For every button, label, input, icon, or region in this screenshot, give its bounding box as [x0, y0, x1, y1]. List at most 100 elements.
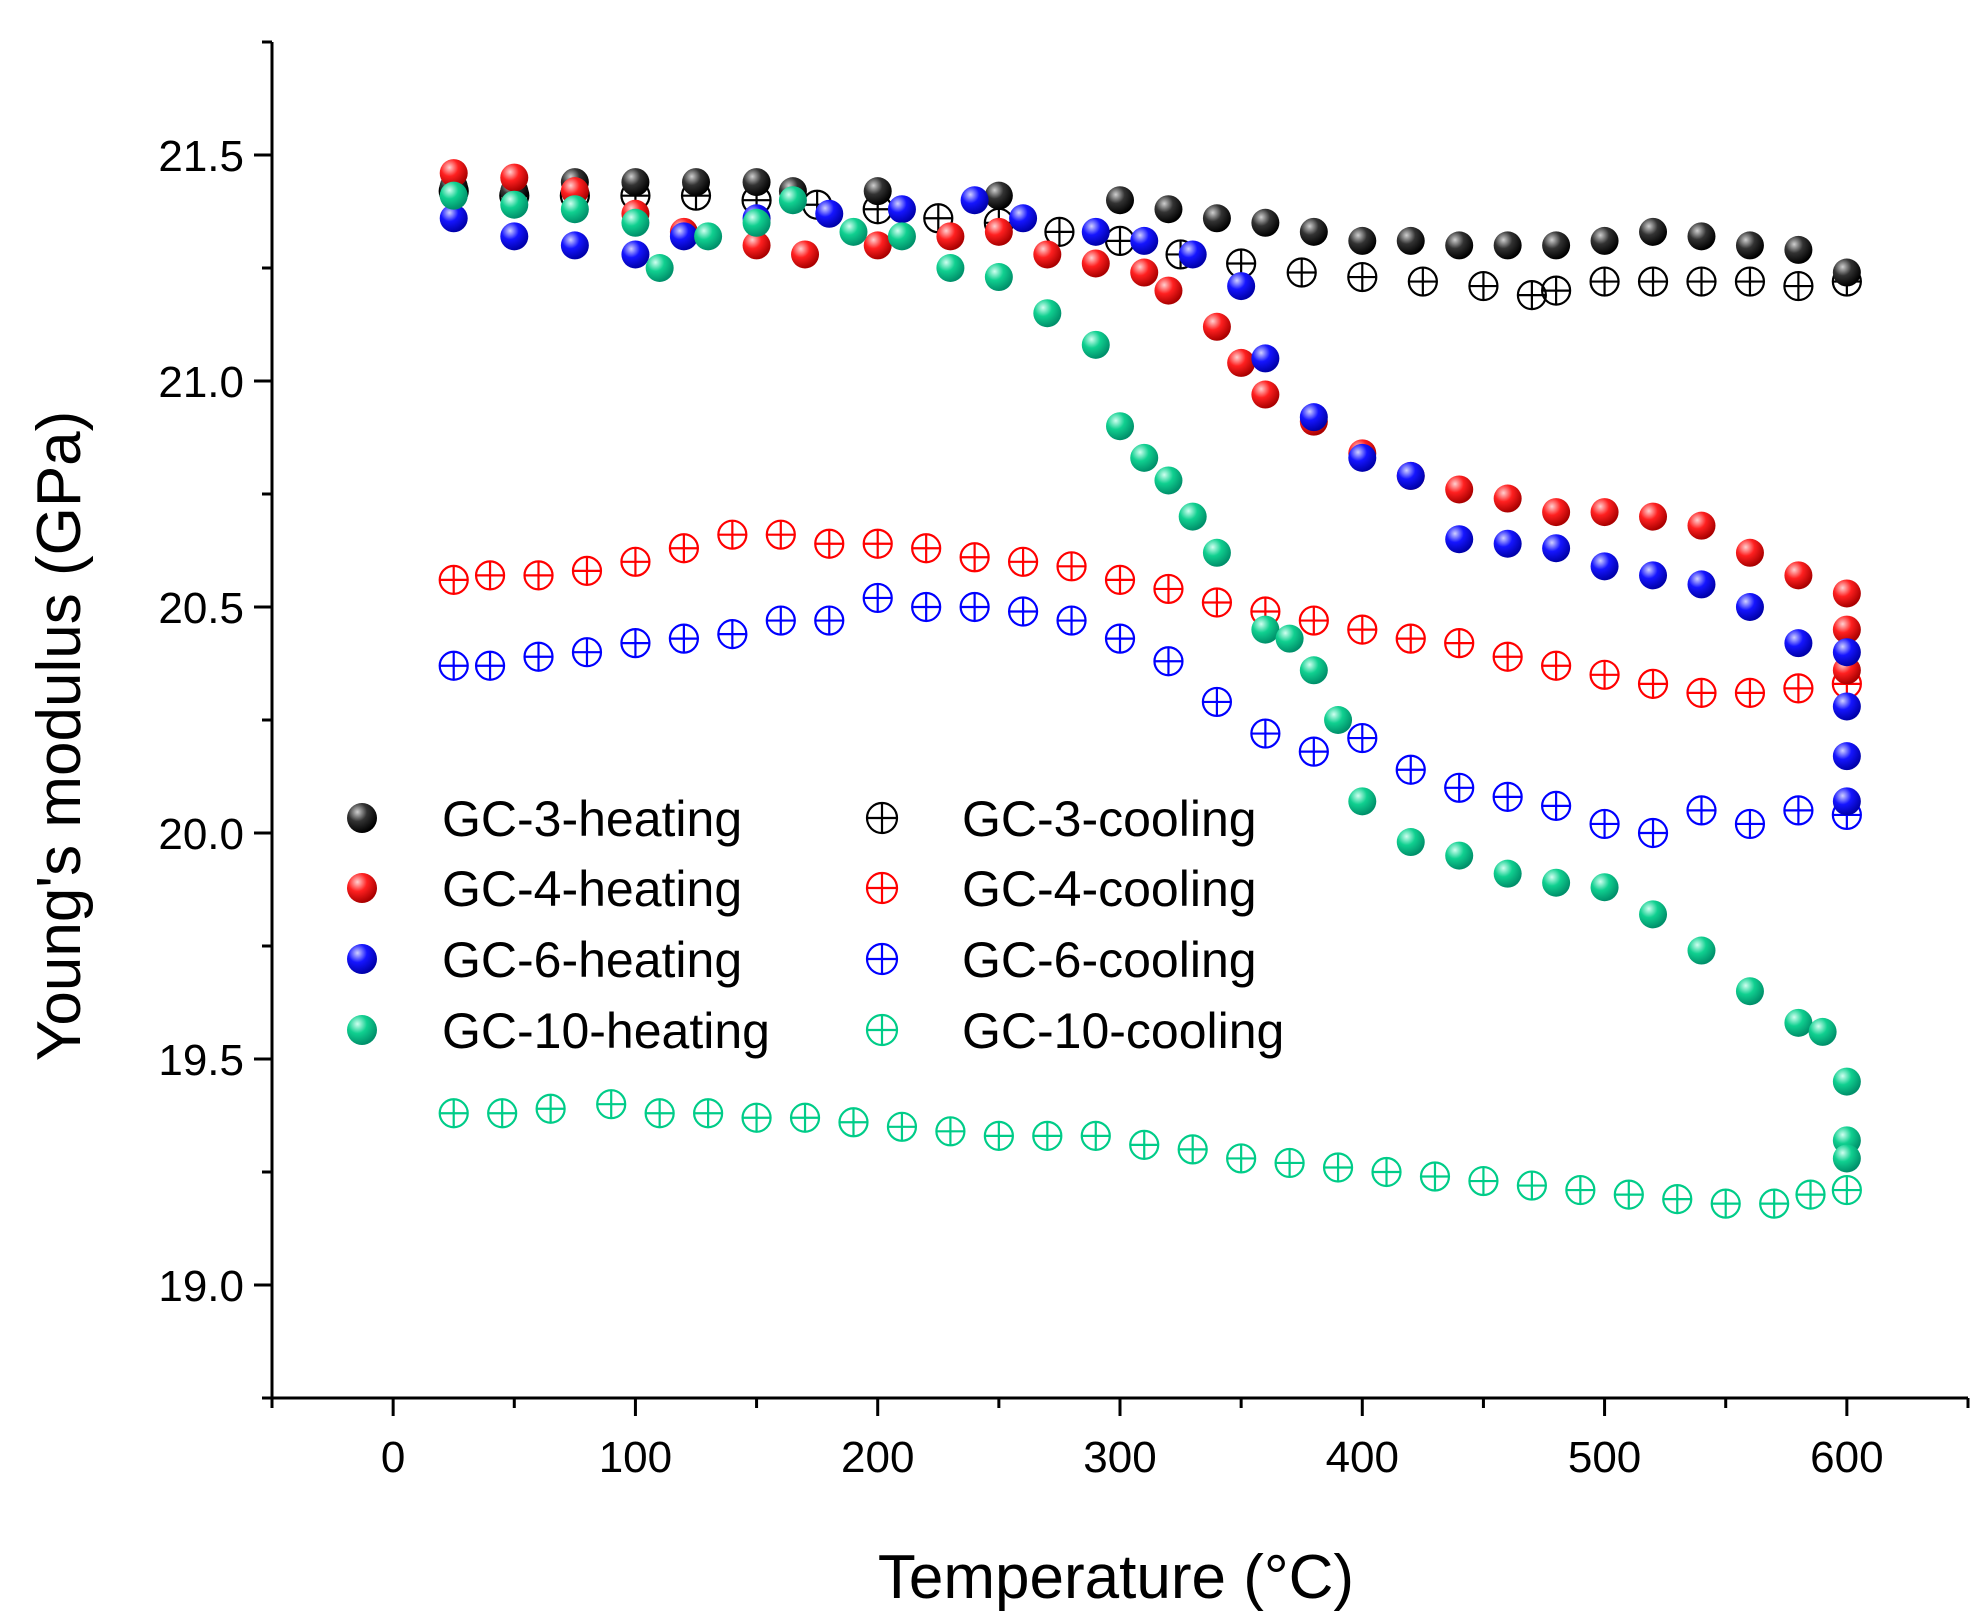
- data-point: [1007, 546, 1039, 577]
- data-point: [439, 204, 468, 233]
- series-GC-6-heating: [439, 186, 1861, 816]
- legend-label: GC-4-heating: [442, 861, 742, 917]
- data-point: [474, 650, 506, 681]
- data-point: [1104, 564, 1136, 595]
- legend: GC-3-heating GC-4-heating GC-6-heating GC-1…: [347, 791, 1284, 1059]
- data-point: [1832, 1067, 1861, 1096]
- data-point: [682, 168, 710, 197]
- data-point: [742, 168, 771, 197]
- data-point: [560, 195, 589, 224]
- data-point: [1734, 808, 1766, 840]
- series-GC-6-cooling: [438, 582, 1862, 849]
- data-point: [717, 519, 748, 550]
- data-point: [1129, 1129, 1160, 1160]
- data-point: [911, 533, 942, 564]
- data-point: [1590, 552, 1619, 581]
- data-point: [814, 605, 845, 636]
- data-point: [887, 222, 916, 251]
- legend-item-GC-10-heating: GC-10-heating: [347, 1003, 770, 1059]
- data-point: [1348, 443, 1377, 472]
- data-point: [500, 163, 529, 192]
- legend-marker: [347, 944, 377, 974]
- data-point: [1445, 525, 1474, 554]
- data-point: [1832, 742, 1861, 771]
- data-point: [438, 650, 469, 681]
- data-point: [1783, 673, 1814, 704]
- data-point: [1275, 624, 1304, 653]
- data-point: [778, 186, 807, 215]
- data-point: [1154, 276, 1183, 305]
- legend-marker: [865, 942, 899, 976]
- data-point: [1613, 1179, 1644, 1210]
- data-point: [1298, 736, 1329, 767]
- data-point: [936, 254, 965, 282]
- legend-item-GC-4-cooling: GC-4-cooling: [865, 861, 1257, 917]
- data-point: [1542, 868, 1571, 897]
- data-point: [1032, 1120, 1063, 1151]
- data-point: [1445, 231, 1474, 260]
- data-point: [571, 555, 603, 586]
- data-point: [935, 1116, 966, 1147]
- legend-marker: [865, 871, 899, 905]
- data-point: [1565, 1174, 1596, 1206]
- data-point: [1178, 240, 1207, 269]
- data-point: [645, 254, 674, 282]
- legend-label: GC-6-heating: [442, 932, 742, 988]
- data-point: [742, 231, 771, 260]
- data-point: [1686, 266, 1717, 297]
- data-point: [1516, 1170, 1547, 1201]
- data-point: [936, 222, 965, 251]
- y-tick-label: 21.5: [158, 132, 244, 181]
- data-point: [535, 1093, 566, 1124]
- legend-item-GC-3-heating: GC-3-heating: [347, 791, 742, 847]
- data-point: [838, 1107, 869, 1138]
- legend-item-GC-10-cooling: GC-10-cooling: [865, 1003, 1284, 1059]
- data-point: [1130, 226, 1159, 255]
- data-point: [1639, 900, 1668, 929]
- series-GC-10-heating: [439, 181, 1861, 1173]
- data-point: [1590, 226, 1619, 255]
- data-point: [791, 240, 820, 269]
- data-point: [1251, 208, 1280, 237]
- data-point: [1445, 841, 1474, 870]
- data-point: [1832, 615, 1861, 644]
- data-point: [1104, 225, 1136, 256]
- legend-marker: [347, 1015, 377, 1045]
- x-tick-label: 600: [1810, 1433, 1883, 1482]
- data-point: [1735, 538, 1764, 567]
- data-point: [862, 582, 893, 614]
- data-point: [1541, 790, 1572, 821]
- series-GC-4-heating: [439, 159, 1861, 685]
- data-point: [620, 628, 651, 659]
- data-point: [1056, 605, 1087, 636]
- data-point: [814, 528, 845, 559]
- data-point: [717, 619, 748, 650]
- data-point: [1299, 656, 1328, 685]
- data-point: [1130, 258, 1159, 287]
- data-point: [1348, 787, 1377, 816]
- data-point: [500, 222, 529, 251]
- data-point: [1396, 226, 1425, 255]
- data-point: [839, 217, 868, 246]
- data-point: [1033, 240, 1062, 269]
- data-point: [862, 528, 893, 559]
- data-point: [1274, 1147, 1305, 1179]
- legend-item-GC-4-heating: GC-4-heating: [347, 861, 742, 917]
- data-point: [621, 208, 650, 237]
- data-point: [571, 637, 603, 668]
- data-point: [1347, 614, 1378, 645]
- data-point: [1348, 226, 1377, 255]
- data-point: [1687, 511, 1716, 540]
- data-point: [1637, 668, 1669, 699]
- legend-label: GC-4-cooling: [962, 861, 1257, 917]
- data-point: [439, 159, 468, 188]
- data-point: [1589, 808, 1620, 840]
- data-point: [1227, 272, 1256, 301]
- legend-label: GC-3-cooling: [962, 791, 1257, 847]
- data-point: [1324, 706, 1353, 734]
- data-point: [960, 186, 989, 215]
- data-point: [1784, 235, 1813, 264]
- x-tick-label: 200: [841, 1433, 914, 1482]
- x-tick-label: 500: [1568, 1433, 1641, 1482]
